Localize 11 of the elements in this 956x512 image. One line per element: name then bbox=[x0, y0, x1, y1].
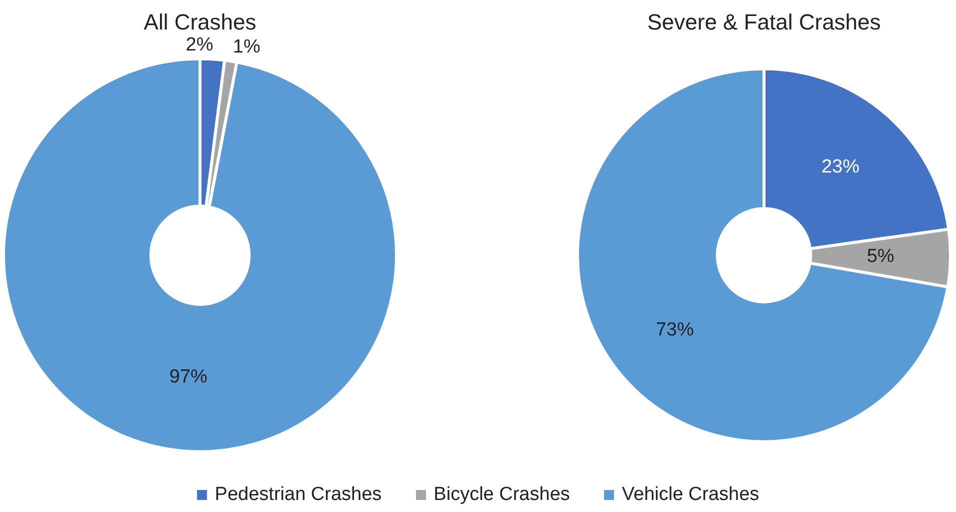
chart-title: Severe & Fatal Crashes bbox=[647, 9, 881, 34]
data-label: 2% bbox=[186, 34, 214, 56]
data-label: 73% bbox=[656, 320, 694, 341]
legend-label: Pedestrian Crashes bbox=[214, 484, 382, 505]
data-label: 23% bbox=[821, 156, 860, 178]
data-label: 1% bbox=[232, 36, 260, 58]
legend-label: Bicycle Crashes bbox=[434, 484, 570, 505]
legend-label: Vehicle Crashes bbox=[622, 484, 760, 505]
data-label: 97% bbox=[169, 366, 208, 388]
data-label: 5% bbox=[866, 246, 894, 268]
chart-title: All Crashes bbox=[144, 9, 256, 34]
